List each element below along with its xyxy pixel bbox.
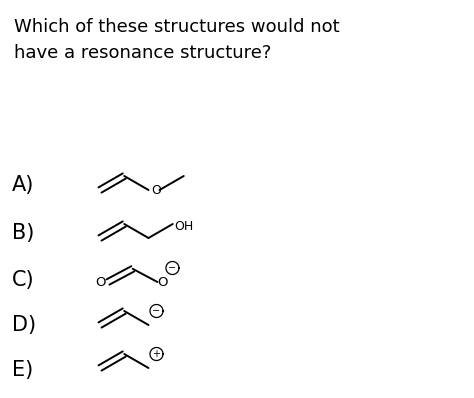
- Text: −: −: [153, 306, 161, 316]
- Text: OH: OH: [175, 220, 194, 232]
- Text: +: +: [153, 349, 161, 359]
- Text: B): B): [12, 223, 35, 243]
- Text: O: O: [157, 275, 168, 289]
- Text: O: O: [152, 185, 161, 197]
- Text: O: O: [95, 275, 106, 289]
- Text: −: −: [168, 263, 176, 273]
- Text: C): C): [12, 270, 35, 290]
- Text: have a resonance structure?: have a resonance structure?: [14, 44, 272, 62]
- Text: Which of these structures would not: Which of these structures would not: [14, 18, 340, 36]
- Text: E): E): [12, 360, 33, 380]
- Text: A): A): [12, 175, 35, 195]
- Text: D): D): [12, 315, 36, 335]
